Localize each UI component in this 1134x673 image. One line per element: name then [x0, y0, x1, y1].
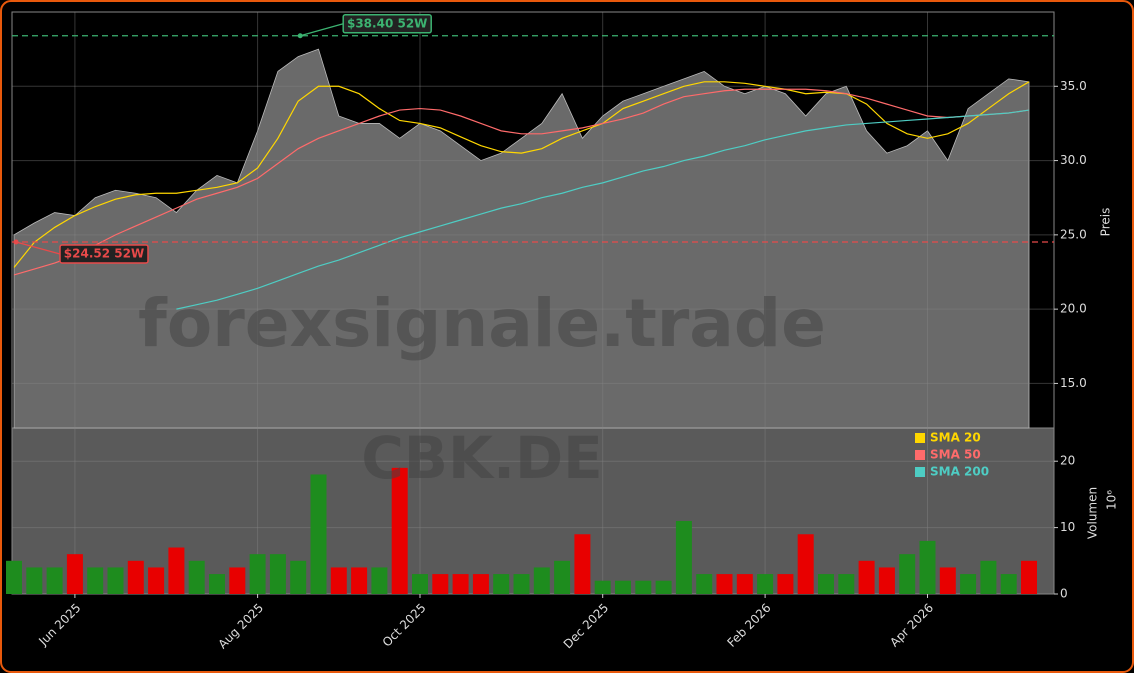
volume-bar [371, 567, 388, 594]
legend-label: SMA 20 [930, 431, 981, 445]
legend-label: SMA 200 [930, 465, 989, 479]
volume-bar [797, 534, 814, 594]
volume-bar [66, 554, 83, 594]
y-tick-label: 10 [1060, 520, 1075, 534]
volume-bar [513, 574, 530, 594]
volume-bar [188, 560, 205, 594]
volume-bar [310, 474, 327, 594]
annotation-arrowhead [297, 33, 303, 39]
volume-bar [87, 567, 104, 594]
volume-axis-label: Volumen [1086, 487, 1100, 539]
volume-bar [574, 534, 591, 594]
volume-bar [229, 567, 246, 594]
legend-swatch [915, 467, 925, 477]
volume-bar [1021, 560, 1037, 594]
y-tick-label: 25.0 [1060, 227, 1087, 241]
volume-bar [777, 574, 794, 594]
volume-bar [980, 560, 997, 594]
volume-bar [107, 567, 124, 594]
annotation-label: $38.40 52W [347, 16, 427, 30]
volume-bar [696, 574, 713, 594]
volume-bar [533, 567, 550, 594]
volume-bar [1000, 574, 1017, 594]
annotation-arrow [300, 23, 344, 37]
volume-bar [46, 567, 63, 594]
volume-bar [919, 540, 936, 594]
annotation-arrow [15, 241, 61, 255]
sma-line [176, 109, 1030, 310]
sma-line [13, 81, 1030, 268]
annotation-box [342, 14, 432, 34]
volume-bar [127, 560, 144, 594]
volume-bar [878, 567, 895, 594]
legend-label: SMA 50 [930, 448, 981, 462]
y-tick-label: 0 [1060, 587, 1068, 601]
volume-bar [432, 574, 449, 594]
volume-bar [472, 574, 489, 594]
volume-bar [635, 580, 652, 594]
volume-bar [655, 580, 672, 594]
volume-bar [26, 567, 43, 594]
volume-bar [330, 567, 347, 594]
annotation-box [59, 244, 149, 264]
volume-bar [290, 560, 307, 594]
volume-bar [412, 574, 428, 594]
volume-bar [351, 567, 368, 594]
volume-bar [168, 547, 185, 594]
volume-bar [269, 554, 286, 594]
volume-bar [554, 560, 571, 594]
y-tick-label: 15.0 [1060, 376, 1087, 390]
volume-bar [594, 580, 611, 594]
y-tick-label: 20.0 [1060, 302, 1087, 316]
volume-bar [939, 567, 956, 594]
volume-bar [6, 560, 22, 594]
watermark: forexsignale.trade [138, 285, 826, 362]
volume-bar [209, 574, 225, 594]
volume-bar [249, 554, 266, 594]
volume-bar [391, 467, 408, 594]
annotation-arrowhead [13, 239, 19, 245]
y-axis-label: Preis [1099, 208, 1113, 237]
volume-bar [899, 554, 916, 594]
volume-bar [838, 574, 855, 594]
legend-swatch [915, 433, 925, 443]
volume-offset: 10⁶ [1105, 490, 1119, 510]
volume-bar [675, 520, 692, 594]
volume-bar [818, 574, 834, 594]
ticker-watermark: CBK.DE [361, 424, 603, 492]
volume-bar [493, 574, 510, 594]
y-tick-label: 35.0 [1060, 79, 1087, 93]
legend-swatch [915, 450, 925, 460]
volume-bar [960, 574, 977, 594]
volume-bar [736, 574, 753, 594]
volume-bar [716, 574, 733, 594]
y-tick-label: 30.0 [1060, 153, 1087, 167]
volume-bar [757, 574, 774, 594]
annotation-label: $24.52 52W [64, 246, 144, 260]
volume-bar [148, 567, 165, 594]
volume-bar [615, 580, 631, 594]
volume-bar [858, 560, 875, 594]
y-tick-label: 20 [1060, 454, 1075, 468]
volume-bar [452, 574, 469, 594]
sma-line [13, 88, 1030, 276]
